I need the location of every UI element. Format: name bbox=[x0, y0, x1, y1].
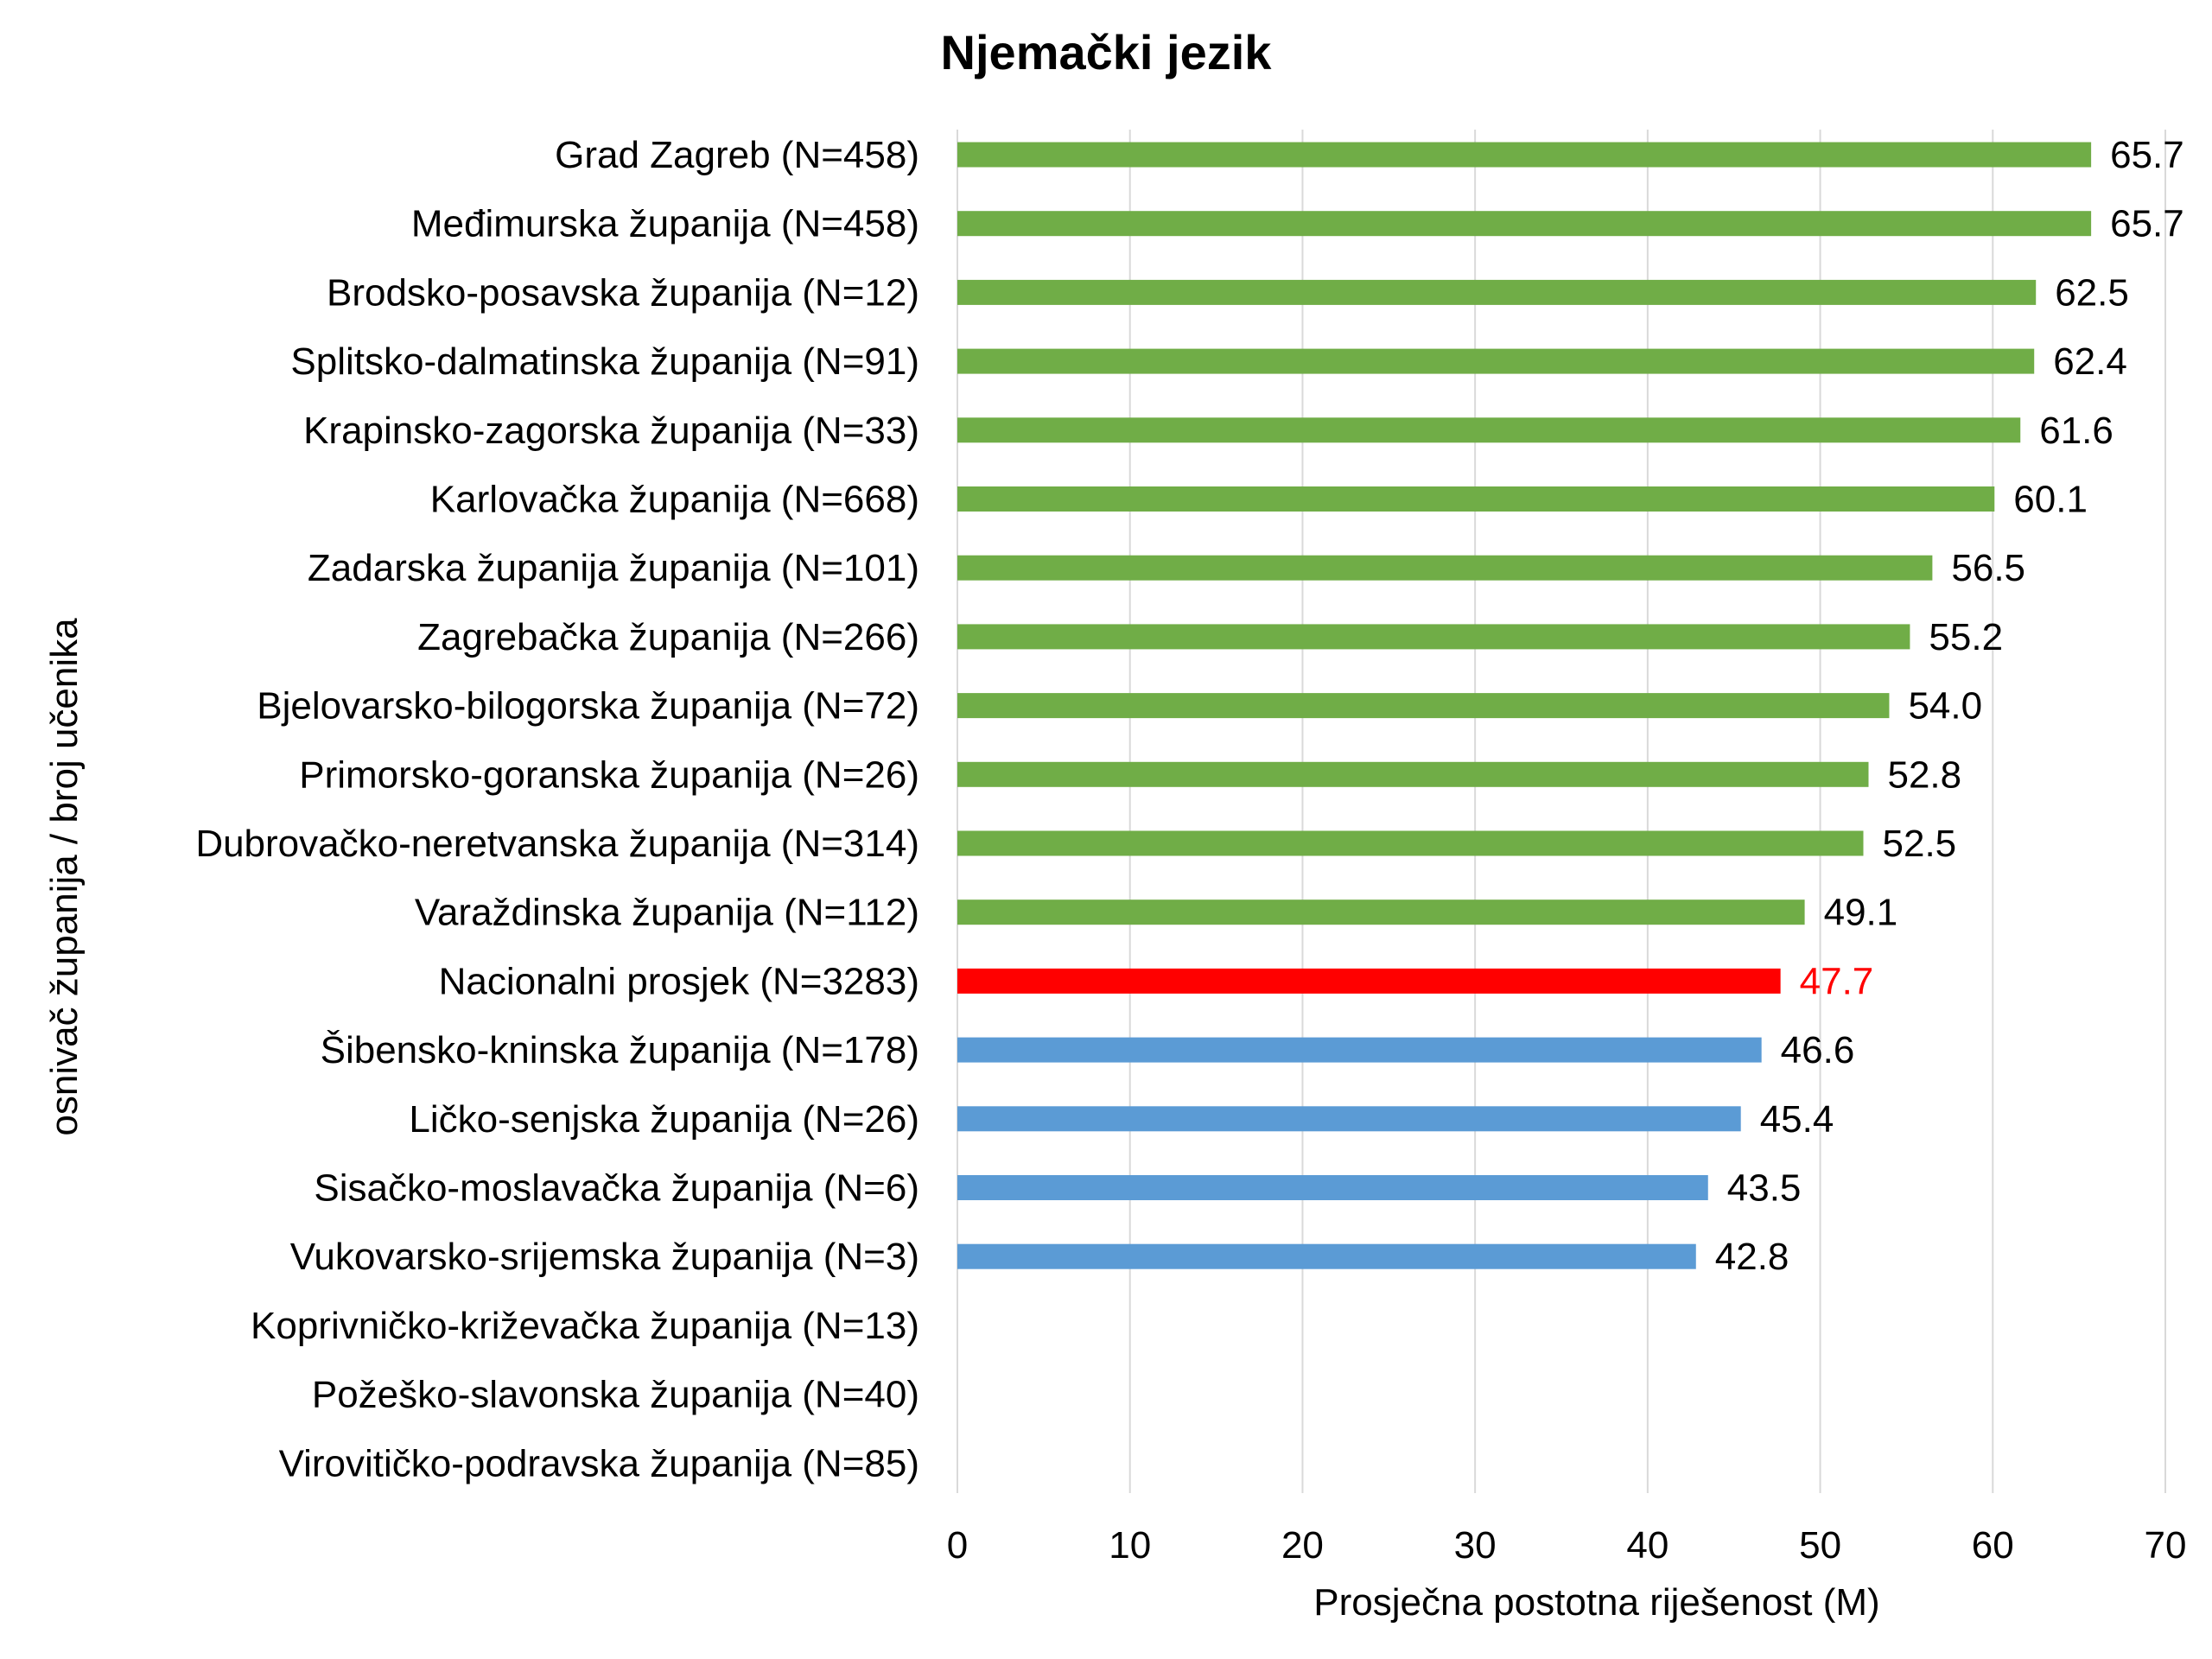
bar bbox=[957, 968, 1781, 994]
bar bbox=[957, 142, 2092, 168]
bar bbox=[957, 624, 1910, 650]
category-label: Dubrovačko-neretvanska županija (N=314) bbox=[195, 823, 919, 865]
bar bbox=[957, 555, 1933, 581]
data-label: 52.5 bbox=[1883, 823, 1957, 865]
category-label: Primorsko-goranska županija (N=26) bbox=[299, 753, 919, 796]
x-tick-label: 10 bbox=[1109, 1524, 1151, 1567]
category-label: Grad Zagreb (N=458) bbox=[555, 134, 919, 176]
data-label: 55.2 bbox=[1929, 616, 2003, 658]
bar bbox=[957, 1106, 1741, 1132]
bar bbox=[957, 486, 1995, 512]
x-tick-label: 40 bbox=[1626, 1524, 1669, 1567]
chart-title: Njemački jezik bbox=[940, 25, 1272, 79]
bar bbox=[957, 417, 2021, 443]
category-label: Splitsko-dalmatinska županija (N=91) bbox=[290, 340, 919, 383]
category-label: Nacionalni prosjek (N=3283) bbox=[439, 960, 919, 1002]
x-axis-title: Prosječna postotna riješenost (M) bbox=[1313, 1581, 1880, 1624]
x-tick-label: 30 bbox=[1454, 1524, 1497, 1567]
category-label: Ličko-senjska županija (N=26) bbox=[409, 1098, 919, 1141]
category-label: Međimurska županija (N=458) bbox=[411, 203, 919, 245]
bar bbox=[957, 279, 2037, 305]
data-label: 54.0 bbox=[1908, 685, 1982, 728]
x-tick-label: 50 bbox=[1799, 1524, 1841, 1567]
category-label: Požeško-slavonska županija (N=40) bbox=[312, 1374, 919, 1416]
data-label: 42.8 bbox=[1715, 1236, 1789, 1278]
data-label: 49.1 bbox=[1824, 892, 1898, 934]
bar bbox=[957, 1175, 1708, 1200]
data-label: 43.5 bbox=[1727, 1167, 1802, 1210]
data-label: 47.7 bbox=[1800, 960, 1874, 1002]
data-label: 60.1 bbox=[2013, 479, 2088, 521]
category-label: Varaždinska županija (N=112) bbox=[415, 892, 919, 934]
data-label: 62.5 bbox=[2055, 271, 2129, 314]
data-label: 52.8 bbox=[1887, 753, 1961, 796]
category-label: Zagrebačka županija (N=266) bbox=[417, 616, 919, 658]
data-label: 45.4 bbox=[1760, 1098, 1834, 1141]
category-label: Brodsko-posavska županija (N=12) bbox=[327, 271, 919, 314]
bar bbox=[957, 830, 1864, 856]
bar bbox=[957, 899, 1805, 925]
category-label: Bjelovarsko-bilogorska županija (N=72) bbox=[257, 685, 919, 728]
category-label: Virovitičko-podravska županija (N=85) bbox=[279, 1442, 919, 1484]
x-tick-label: 20 bbox=[1281, 1524, 1324, 1567]
category-label: Sisačko-moslavačka županija (N=6) bbox=[314, 1167, 919, 1210]
data-label: 46.6 bbox=[1781, 1029, 1855, 1071]
data-label: 65.7 bbox=[2110, 203, 2184, 245]
category-label: Šibensko-kninska županija (N=178) bbox=[321, 1028, 919, 1071]
category-label: Karlovačka županija (N=668) bbox=[430, 479, 919, 521]
category-label: Krapinsko-zagorska županija (N=33) bbox=[303, 410, 919, 452]
bar bbox=[957, 1243, 1696, 1269]
data-label: 56.5 bbox=[1951, 547, 2025, 589]
bar bbox=[957, 211, 2092, 237]
bar bbox=[957, 693, 1890, 719]
category-label: Koprivničko-križevačka županija (N=13) bbox=[251, 1305, 919, 1347]
bar bbox=[957, 761, 1869, 787]
x-tick-label: 60 bbox=[1972, 1524, 2014, 1567]
category-label: Zadarska županija županija (N=101) bbox=[308, 547, 919, 589]
data-label: 62.4 bbox=[2053, 340, 2127, 383]
x-tick-label: 70 bbox=[2145, 1524, 2187, 1567]
data-label: 65.7 bbox=[2110, 134, 2184, 176]
data-label: 61.6 bbox=[2039, 410, 2113, 452]
bar bbox=[957, 1037, 1762, 1063]
category-label: Vukovarsko-srijemska županija (N=3) bbox=[290, 1236, 919, 1278]
x-tick-label: 0 bbox=[947, 1524, 968, 1567]
bar bbox=[957, 348, 2035, 374]
